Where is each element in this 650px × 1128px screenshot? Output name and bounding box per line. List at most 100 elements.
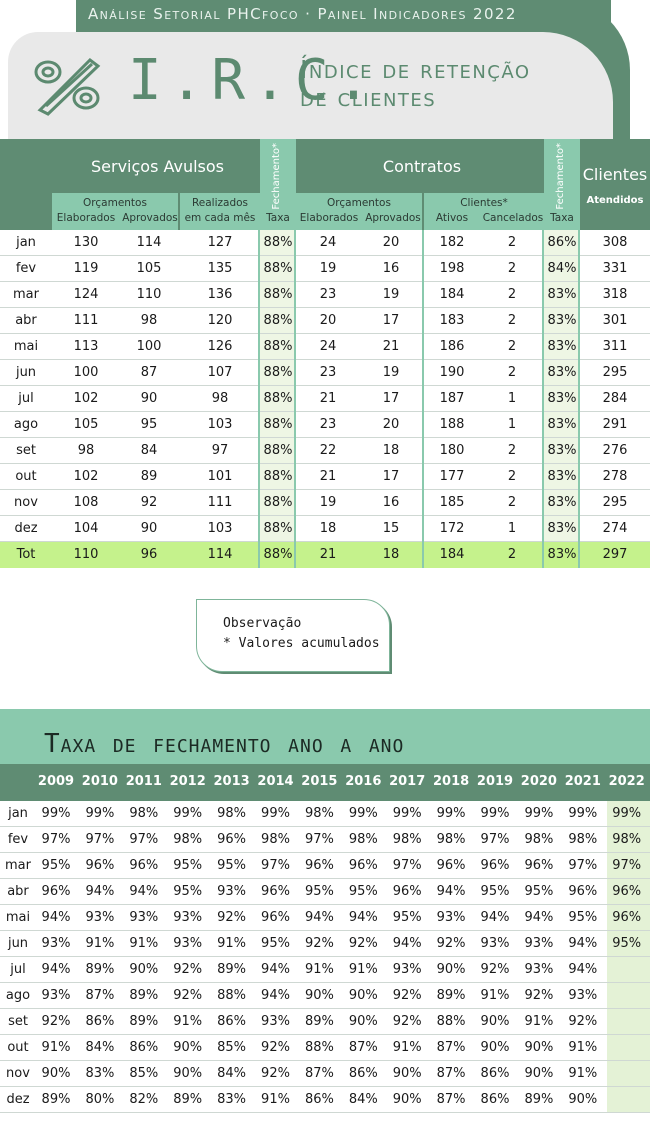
rate-cell: 87% [304,1066,334,1081]
rate-cell: 82% [129,1092,159,1107]
rate-cell: 96% [41,884,71,899]
rate-cell: 95% [480,884,510,899]
rate-cell: 99% [568,806,598,821]
year-header-cell: 2017 [389,774,426,789]
cell-se: 130 [73,235,99,250]
rate-cell: 98% [568,832,598,847]
rate-cell: 92% [41,1014,71,1029]
column-divider [294,412,296,438]
cell-ct: 83% [547,313,577,328]
rate-cell: 91% [173,1014,203,1029]
cell-se: 100 [73,365,99,380]
table-row: dez 104 90 103 88% 18 15 172 1 83% 274 [0,516,650,542]
rate-cell: 86% [129,1040,159,1055]
rate-cell: 92% [261,1066,290,1081]
column-divider [542,490,544,516]
taxa-cell-bg [544,490,580,515]
year-header-cell: 2012 [169,774,206,789]
rate-cell: 95% [348,884,378,899]
column-divider [258,464,260,490]
table-row: nov 108 92 111 88% 19 16 185 2 83% 295 [0,490,650,516]
rate-cell: 95% [304,884,334,899]
rate-cell: 91% [217,936,247,951]
cell-se: 108 [73,495,99,510]
rate-cell: 93% [436,910,466,925]
table-row: jun 100 87 107 88% 23 19 190 2 83% 295 [0,360,650,386]
month-label: jun [15,365,37,380]
month-label: fev [15,261,37,276]
cell-cc: 2 [507,365,517,380]
table-row: fev 119 105 135 88% 19 16 198 2 84% 331 [0,256,650,282]
rate-cell: 94% [348,910,378,925]
clientes-star-label: Clientes* [460,197,508,209]
rate-cell: 87% [436,1066,466,1081]
cell-sa: 100 [136,339,162,354]
observation-note: * Valores acumulados [223,636,380,651]
cell-cat: 182 [439,235,465,250]
rate-cell: 91% [392,1040,422,1055]
column-divider [294,256,296,282]
report-header: Análise Setorial PHCfoco · Painel Indica… [0,0,650,140]
taxa-cell-bg [544,464,580,489]
month-label: set [16,443,36,458]
cell-cat: 198 [439,261,465,276]
rate-cell: 80% [85,1092,115,1107]
rate-cell: 89% [217,962,247,977]
rate-cell: 86% [85,1014,115,1029]
cell-sr: 103 [207,417,233,432]
rate-cell: 92% [392,988,422,1003]
cell-cl: 278 [602,469,628,484]
cell-ce: 19 [319,261,337,276]
rate-cell: 84% [348,1092,378,1107]
column-divider [294,334,296,360]
irc-title: I.R.C. [128,48,379,113]
column-divider [422,256,424,282]
cell-ce: 24 [319,339,337,354]
rate-cell: 94% [436,884,466,899]
group-servicos-avulsos: Serviços Avulsos [90,157,225,176]
rate-cell: 93% [41,988,71,1003]
column-divider [422,438,424,464]
rate-cell: 91% [480,988,510,1003]
column-divider [578,412,580,438]
realizados-label: Realizados [191,197,249,209]
month-label: mar [13,287,39,302]
em-cada-mes-label: em cada mês [184,212,256,224]
month-label: nov [6,1066,30,1081]
table-row: mai 113 100 126 88% 24 21 186 2 83% 311 [0,334,650,360]
table-row: ago 105 95 103 88% 23 20 188 1 83% 291 [0,412,650,438]
rate-cell: 89% [524,1092,554,1107]
cell-cc: 1 [507,521,517,536]
cell-sr: 126 [207,339,233,354]
column-divider [422,386,424,412]
cell-cl: 301 [602,313,628,328]
rate-cell: 94% [261,962,290,977]
rate-cell: 97% [129,832,159,847]
rate-cell: 88% [217,988,247,1003]
fechamento-col-servicos [260,139,296,230]
taxa-cell-bg [260,438,296,463]
cell-sr: 97 [211,443,229,458]
rate-cell: 88% [436,1014,466,1029]
rate-cell: 95% [612,936,642,951]
rate-cell: 95% [392,910,422,925]
cell-cc: 2 [507,235,517,250]
column-divider [258,516,260,542]
rate-cell: 91% [41,1040,71,1055]
month-label: Tot [16,547,36,562]
cell-se: 119 [73,261,99,276]
column-divider [258,308,260,334]
rate-cell: 95% [524,884,554,899]
cell-ca: 18 [382,443,400,458]
month-label: abr [15,313,37,328]
cell-sa: 96 [140,547,158,562]
column-divider [542,542,544,568]
rate-cell: 93% [41,936,71,951]
column-divider [542,516,544,542]
column-divider [258,256,260,282]
taxa-cell-bg [544,334,580,359]
cell-ct: 83% [547,365,577,380]
column-divider [542,282,544,308]
rate-cell: 90% [568,1092,598,1107]
cell-st: 88% [263,443,293,458]
